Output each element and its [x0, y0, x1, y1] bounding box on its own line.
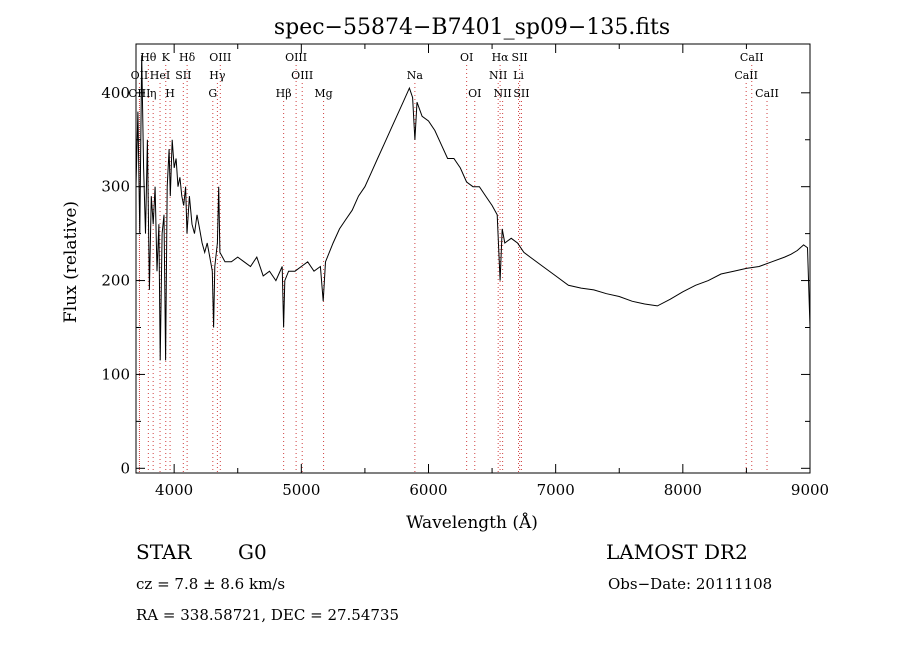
line-label: OIII	[209, 51, 231, 64]
y-tick-label: 200	[101, 272, 130, 290]
line-label: OIII	[285, 51, 307, 64]
line-label: OIII	[128, 87, 150, 100]
line-label: OI	[460, 51, 473, 64]
line-label: η	[150, 87, 157, 100]
coordinates: RA = 338.58721, DEC = 27.54735	[136, 606, 399, 624]
line-label: NII	[493, 87, 511, 100]
y-axis-label: Flux (relative)	[61, 201, 81, 323]
line-label: G	[208, 87, 217, 100]
y-tick-label: 100	[101, 365, 130, 383]
y-tick-label: 400	[101, 84, 130, 102]
line-label: OIII	[291, 69, 313, 82]
y-axis-ticks: 0 100 200 300 400	[101, 84, 810, 477]
y-tick-label: 300	[101, 178, 130, 196]
line-label: CaII	[734, 69, 758, 82]
line-label: OI	[468, 87, 481, 100]
line-label: CaII	[740, 51, 764, 64]
chart-title: spec−55874−B7401_sp09−135.fits	[274, 15, 670, 40]
line-label: CaII	[755, 87, 779, 100]
line-label: H	[165, 87, 175, 100]
survey-name: LAMOST DR2	[606, 540, 748, 564]
x-tick-label: 6000	[409, 481, 447, 499]
line-label: OII	[131, 69, 149, 82]
x-axis-ticks: 4000 5000 6000 7000 8000 9000	[155, 44, 829, 499]
x-tick-label: 7000	[537, 481, 575, 499]
plot-frame	[135, 43, 811, 474]
spectrum-series-line	[135, 55, 811, 361]
line-label: Na	[407, 69, 424, 82]
line-label: Li	[513, 69, 524, 82]
x-axis-label: Wavelength (Å)	[406, 512, 538, 533]
line-label: Hα	[492, 51, 510, 64]
y-tick-label: 0	[120, 459, 130, 477]
line-label: Hθ	[140, 51, 157, 64]
line-label: HeI	[150, 69, 170, 82]
x-tick-label: 5000	[282, 481, 320, 499]
object-class: STAR	[136, 540, 192, 564]
line-label: Hγ	[209, 69, 226, 82]
x-tick-label: 4000	[155, 481, 193, 499]
observation-date: Obs−Date: 20111108	[608, 575, 772, 593]
line-label: SII	[175, 69, 191, 82]
line-label: Mg	[314, 87, 332, 100]
line-label: NII	[489, 69, 507, 82]
subclass: G0	[238, 540, 267, 564]
redshift-velocity: cz = 7.8 ± 8.6 km/s	[136, 575, 285, 593]
line-label: Hδ	[179, 51, 196, 64]
x-tick-label: 9000	[791, 481, 829, 499]
info-block: STAR G0 LAMOST DR2 cz = 7.8 ± 8.6 km/s O…	[136, 540, 772, 624]
x-tick-label: 8000	[664, 481, 702, 499]
spectral-line-markers	[138, 65, 768, 473]
line-label: Hβ	[276, 87, 292, 100]
line-label: SII	[513, 87, 529, 100]
line-label: SII	[512, 51, 528, 64]
line-label: K	[162, 51, 171, 64]
